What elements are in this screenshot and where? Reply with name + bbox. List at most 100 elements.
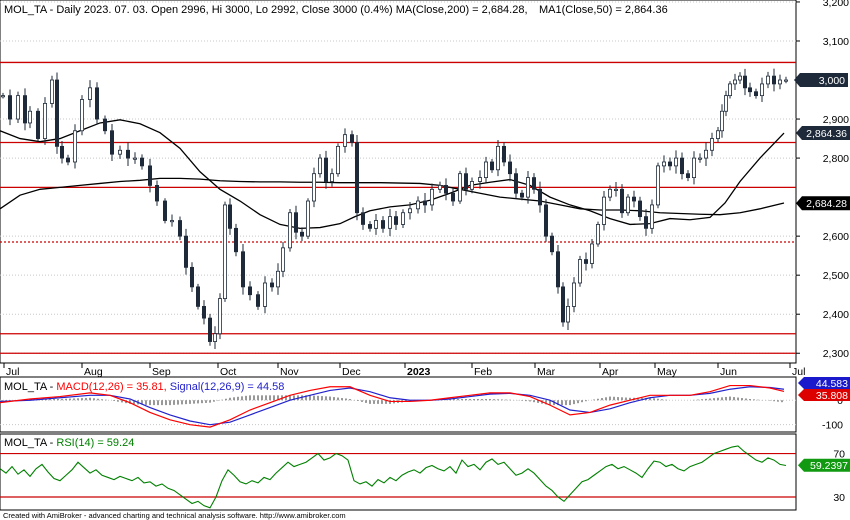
price-bar (380, 216, 385, 233)
bar-body (578, 259, 583, 284)
price-panel: 3,200 3,100 2,900 2,800 2,600 2,500 2,400 2,300… (0, 0, 850, 364)
bar-body (317, 157, 322, 175)
price-bar (227, 198, 232, 235)
price-bar (240, 244, 245, 295)
price-bar (73, 124, 78, 169)
price-bar (360, 207, 365, 230)
bar-body (275, 270, 280, 288)
price-bars (0, 68, 789, 350)
bar-body (590, 243, 595, 264)
rsi-line (0, 445, 787, 509)
bar-body (207, 317, 212, 342)
price-bar (0, 92, 6, 99)
bar-body (360, 212, 365, 225)
bar-body (139, 157, 144, 167)
bar-body (22, 95, 27, 124)
bar-body (247, 286, 252, 296)
price-bar (632, 190, 637, 208)
bar-body (778, 79, 783, 85)
price-bar (743, 68, 748, 96)
rsi-header: MOL_TA - RSI(14) = 59.24 (4, 437, 134, 449)
date-tick-label: Aug (84, 366, 103, 378)
price-bar (674, 150, 679, 174)
price-bar (644, 209, 649, 236)
price-tick-label: 3,200 (823, 0, 849, 9)
bar-body (457, 173, 462, 202)
price-bar (686, 170, 691, 182)
bar-body (212, 333, 217, 342)
price-panel-frame (0, 0, 797, 364)
price-bar (507, 154, 512, 182)
bar-body (154, 185, 159, 202)
price-bar (469, 177, 474, 194)
bar-body (596, 224, 601, 245)
price-bar (532, 173, 537, 194)
date-tick-label: Feb (474, 366, 492, 378)
bar-body (477, 177, 482, 182)
price-bar (520, 189, 525, 201)
price-bar (299, 227, 304, 242)
date-tick-label: Oct (220, 366, 236, 378)
price-bar (177, 216, 182, 241)
bar-body (80, 99, 85, 132)
bar-body (724, 95, 729, 112)
price-bar (754, 88, 759, 99)
price-bar (422, 193, 427, 213)
bar-body (495, 145, 500, 171)
macd-axis: 0 -100 (822, 395, 843, 431)
price-bar (7, 89, 12, 126)
price-bar (656, 162, 661, 209)
price-bar (262, 276, 267, 314)
bar-body (437, 185, 442, 190)
price-tick-label: 2,600 (823, 231, 849, 243)
price-bar (738, 72, 743, 84)
bar-body (704, 149, 709, 159)
bar-body (772, 75, 777, 85)
bar-body (299, 231, 304, 237)
bar-body (95, 87, 100, 120)
bar-body (222, 204, 227, 299)
date-tick-label: 2023 (407, 366, 431, 378)
bar-body (367, 224, 372, 229)
bar-body (686, 173, 691, 178)
price-bar (50, 75, 55, 108)
macd-value-badge-label: 35.808 (816, 390, 848, 402)
price-bar (720, 104, 725, 138)
ma200-badge-shape (796, 196, 850, 211)
bar-body (754, 91, 759, 97)
price-bar (716, 127, 721, 143)
price-bar (415, 196, 420, 214)
bar-body (584, 259, 589, 264)
bar-body (561, 286, 566, 323)
price-bar (342, 128, 347, 153)
price-bar (584, 252, 589, 271)
price-bar (400, 209, 405, 228)
bar-body (738, 75, 743, 81)
price-tick-label: 3,100 (823, 36, 849, 48)
price-bar (335, 143, 340, 177)
macd-header: MOL_TA - MACD(12,26) = 35.81, Signal(12,2… (4, 381, 284, 393)
price-bar (217, 293, 222, 340)
price-bar (329, 168, 334, 187)
price-bar (373, 213, 378, 235)
date-tick-label: May (657, 366, 678, 378)
price-bar (561, 282, 566, 327)
date-tick-label: Sep (152, 366, 171, 378)
bar-body (680, 157, 685, 175)
price-bar (88, 80, 93, 108)
price-badges: 3,000 2,864.36 2,684.28 (794, 73, 850, 211)
price-bar (614, 182, 619, 197)
bar-body (662, 161, 667, 167)
price-bar (748, 82, 753, 97)
price-bar (566, 298, 571, 330)
bar-body (27, 110, 32, 124)
rsi-value-badge-shape (798, 458, 850, 472)
rsi-tick-label: 30 (833, 492, 845, 504)
price-axis: 3,200 3,100 2,900 2,800 2,600 2,500 2,400 2,300 (796, 0, 849, 360)
bar-body (692, 157, 697, 178)
bar-body (608, 188, 613, 198)
price-bar (556, 244, 561, 294)
bar-body (7, 95, 12, 120)
price-bar (483, 156, 488, 183)
